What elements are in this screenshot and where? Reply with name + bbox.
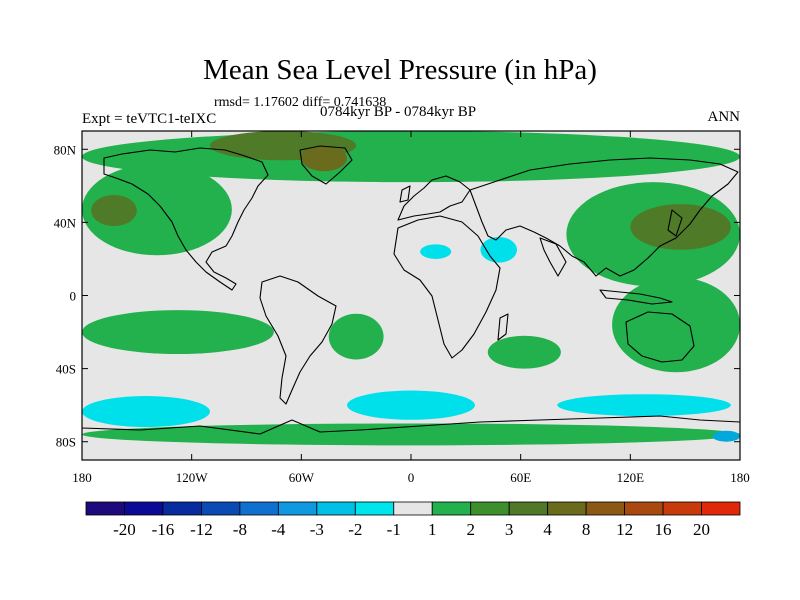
field-region-antarctic-coast [82, 423, 740, 446]
coast-asia [469, 157, 739, 277]
field-region-siberia-core [630, 204, 731, 250]
map-title: Mean Sea Level Pressure (in hPa) [203, 54, 597, 86]
colorbar-label: 16 [655, 520, 672, 539]
colorbar: -20 -16 -12 -8 -4 -3 -2 -1 1 2 3 4 8 12 16 20 [85, 501, 741, 539]
lon-tick-label: 60W [289, 470, 315, 485]
colorbar-label: 2 [466, 520, 475, 539]
rmsd-diff-stats: rmsd= 1.17602 diff= 0.741638 [214, 95, 387, 110]
coast-australia [625, 311, 695, 363]
lon-tick-label: 180 [730, 470, 750, 485]
colorbar-label: -3 [310, 520, 324, 539]
coast-greenland [299, 145, 353, 185]
field-region-sahara-low [420, 244, 452, 259]
coast-indonesia [599, 289, 673, 305]
colorbar-swatch [701, 501, 741, 516]
lon-tick-label: 120W [176, 470, 209, 485]
colorbar-swatch [354, 501, 395, 516]
colorbar-swatch [662, 501, 702, 516]
field-region-greenland-core [301, 145, 348, 172]
map-axes: 180 120W 60W 0 60E 120E 180 80N 40N 0 40S 80S [54, 131, 750, 485]
colorbar-swatch [239, 501, 279, 516]
colorbar-label: 4 [543, 520, 552, 539]
lat-tick-label: 0 [70, 289, 77, 304]
lon-tick-label: 180 [72, 470, 92, 485]
colorbar-swatch [431, 501, 472, 516]
colorbar-swatch [201, 501, 241, 516]
colorbar-label: -1 [387, 520, 401, 539]
coast-uk [399, 185, 411, 203]
colorbar-label: -4 [271, 520, 286, 539]
colorbar-label: -12 [190, 520, 213, 539]
field-region-australia-west-pacific [612, 277, 740, 373]
colorbar-label: 20 [693, 520, 710, 539]
pressure-field-layer [82, 131, 740, 446]
colorbar-swatch [547, 501, 587, 516]
season-label: ANN [707, 109, 741, 125]
coast-north-america [103, 147, 269, 291]
colorbar-swatch [277, 501, 318, 516]
colorbar-label: -16 [152, 520, 175, 539]
lon-tick-label: 60E [510, 470, 531, 485]
colorbar-swatch [508, 501, 549, 516]
coast-madagascar [497, 313, 509, 341]
colorbar-swatch [162, 501, 202, 516]
experiment-label: Expt = teVTC1-teIXC [82, 111, 217, 127]
colorbar-label: 3 [505, 520, 514, 539]
colorbar-label: -2 [348, 520, 362, 539]
colorbar-label: -20 [113, 520, 136, 539]
field-region-ross-sea [712, 430, 740, 442]
coast-india [539, 237, 567, 277]
lon-tick-label: 0 [408, 470, 415, 485]
field-region-southern-ocean-indian [557, 394, 731, 417]
field-region-southern-ocean-atlantic [347, 390, 475, 420]
field-region-south-indian [487, 335, 561, 369]
map-plot-area [82, 131, 740, 460]
coast-africa [393, 215, 501, 359]
colorbar-label: -8 [233, 520, 247, 539]
lat-tick-label: 80N [54, 142, 77, 157]
lat-tick-label: 80S [56, 435, 76, 450]
colorbar-swatch [393, 501, 433, 516]
coast-south-america [259, 275, 337, 405]
colorbar-swatch [585, 501, 625, 516]
coast-japan [667, 209, 683, 237]
field-region-southern-ocean-pacific [82, 396, 210, 428]
period-label: 0784kyr BP - 0784kyr BP [320, 104, 477, 120]
field-region-north-pacific-high [82, 163, 232, 256]
coast-antarctica [82, 415, 740, 435]
lon-tick-label: 120E [617, 470, 645, 485]
field-region-north-pacific-core [91, 194, 137, 227]
lat-tick-label: 40S [56, 362, 76, 377]
coastline-layer [82, 145, 740, 435]
colorbar-swatch [624, 501, 664, 516]
lat-tick-label: 40N [54, 215, 77, 230]
field-region-south-atlantic [328, 313, 384, 360]
colorbar-label: 12 [616, 520, 633, 539]
colorbar-swatch [124, 501, 164, 516]
colorbar-swatch [85, 501, 125, 516]
colorbar-swatch [316, 501, 356, 516]
colorbar-label: 1 [428, 520, 437, 539]
field-region-arctic-band [82, 131, 740, 183]
coast-europe [397, 175, 471, 221]
colorbar-label: 8 [582, 520, 591, 539]
colorbar-swatch [470, 501, 510, 516]
field-region-tropical-pacific-south [82, 310, 274, 354]
